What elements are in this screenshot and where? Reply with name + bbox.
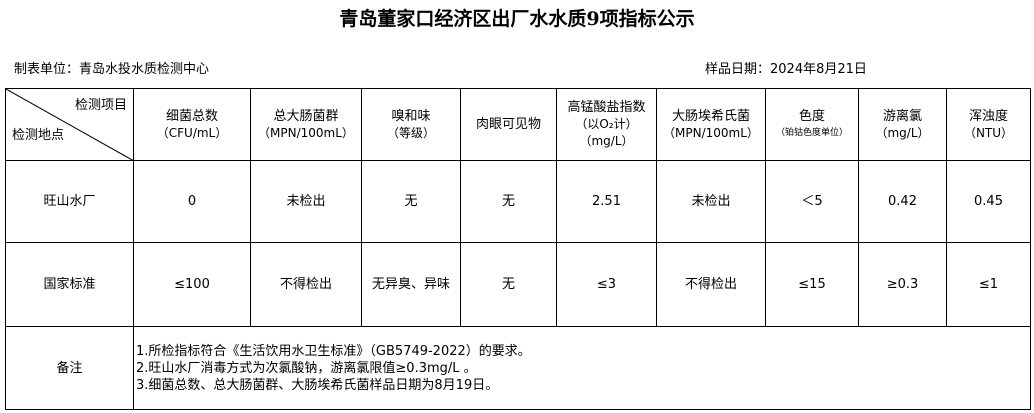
value-cell: 0.42 (858, 160, 947, 243)
note-line: 1.所检指标符合《生活饮用水卫生标准》（GB5749-2022）的要求。 (136, 343, 531, 359)
value-cell: 未检出 (656, 160, 766, 243)
value-cell: 无 (460, 160, 557, 243)
col-unit: （NTU） (963, 125, 1014, 140)
notes-label: 备注 (5, 326, 134, 410)
col-unit: （等级） (386, 125, 435, 140)
corner-header-cell: 检测项目 检测地点 (5, 88, 134, 161)
value-cell: ≤100 (133, 242, 251, 327)
value-cell: ≤1 (946, 242, 1031, 327)
water-quality-table: 检测项目 检测地点 细菌总数 （CFU/mL） 总大肠菌群 （MPN/100mL） … (5, 88, 1031, 410)
col-unit: （铂钴色度单位） (775, 127, 848, 138)
header-row: 检测项目 检测地点 细菌总数 （CFU/mL） 总大肠菌群 （MPN/100mL） … (5, 88, 1031, 161)
table-row: 国家标准 ≤100 不得检出 无异臭、异味 无 ≤3 不得检出 ≤15 ≥0.3… (5, 242, 1031, 327)
note-line: 3.细菌总数、总大肠菌群、大肠埃希氏菌样品日期为8月19日。 (136, 377, 499, 393)
site-cell: 旺山水厂 (5, 160, 134, 243)
col-unit: （CFU/mL） (156, 125, 228, 140)
value-cell: 不得检出 (250, 242, 362, 327)
value-cell: ≤15 (765, 242, 859, 327)
value-cell: 未检出 (250, 160, 362, 243)
value-cell: ＜5 (765, 160, 859, 243)
sample-date: 样品日期：2024年8月21日 (705, 62, 867, 77)
page-title: 青岛董家口经济区出厂水水质9项指标公示 (339, 8, 695, 30)
header-turbidity: 浑浊度 （NTU） (946, 88, 1031, 161)
note-line: 2.旺山水厂消毒方式为次氯酸钠，游离氯限值≥0.3mg/L 。 (136, 360, 477, 376)
header-ecoli: 大肠埃希氏菌 （MPN/100mL） (656, 88, 766, 161)
corner-item-label: 检测项目 (74, 98, 127, 113)
header-permanganate: 高锰酸盐指数 （以O₂计） （mg/L） (556, 88, 657, 161)
value-cell: 2.51 (556, 160, 657, 243)
value-cell: 0.45 (946, 160, 1031, 243)
corner-site-label: 检测地点 (12, 128, 65, 143)
header-chlorine: 游离氯 （mg/L） (858, 88, 947, 161)
col-name: 色度 (798, 108, 825, 124)
header-coliform: 总大肠菌群 （MPN/100mL） (250, 88, 362, 161)
header-visible: 肉眼可见物 (460, 88, 557, 161)
col-name: 大肠埃希氏菌 (671, 108, 750, 124)
issuing-unit: 制表单位：青岛水投水质检测中心 (14, 62, 210, 77)
col-name: 总大肠菌群 (273, 108, 339, 124)
value-cell: 不得检出 (656, 242, 766, 327)
site-cell: 国家标准 (5, 242, 134, 327)
header-bacteria: 细菌总数 （CFU/mL） (133, 88, 251, 161)
table-row: 旺山水厂 0 未检出 无 无 2.51 未检出 ＜5 0.42 0.45 (5, 160, 1031, 243)
col-name: 细菌总数 (165, 108, 218, 124)
value-cell: 无 (460, 242, 557, 327)
diagonal-divider (6, 89, 134, 161)
col-unit: （mg/L） (875, 125, 930, 140)
value-cell: 无 (361, 160, 461, 243)
col-name: 游离氯 (882, 108, 922, 124)
value-cell: 无异臭、异味 (361, 242, 461, 327)
value-cell: ≤3 (556, 242, 657, 327)
col-name: 肉眼可见物 (475, 117, 541, 132)
col-unit: （MPN/100mL） (663, 125, 759, 140)
value-cell: ≥0.3 (858, 242, 947, 327)
value-cell: 0 (133, 160, 251, 243)
notes-content: 1.所检指标符合《生活饮用水卫生标准》（GB5749-2022）的要求。 2.旺… (133, 326, 1031, 410)
col-name: 高锰酸盐指数 (567, 100, 646, 115)
col-unit2: （mg/L） (579, 134, 634, 148)
col-name: 嗅和味 (391, 108, 431, 124)
header-odor: 嗅和味 （等级） (361, 88, 461, 161)
col-unit: （以O₂计） (575, 117, 638, 131)
notes-row: 备注 1.所检指标符合《生活饮用水卫生标准》（GB5749-2022）的要求。 … (5, 326, 1031, 410)
col-name: 浑浊度 (968, 108, 1008, 124)
col-unit: （MPN/100mL） (258, 125, 354, 140)
header-color: 色度 （铂钴色度单位） (765, 88, 859, 161)
